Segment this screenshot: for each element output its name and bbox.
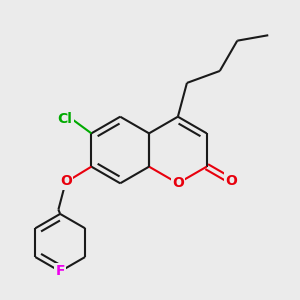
Text: O: O [172,176,184,190]
Text: O: O [225,174,237,188]
Text: F: F [56,264,65,278]
Text: Cl: Cl [58,112,73,126]
Text: O: O [60,174,72,188]
